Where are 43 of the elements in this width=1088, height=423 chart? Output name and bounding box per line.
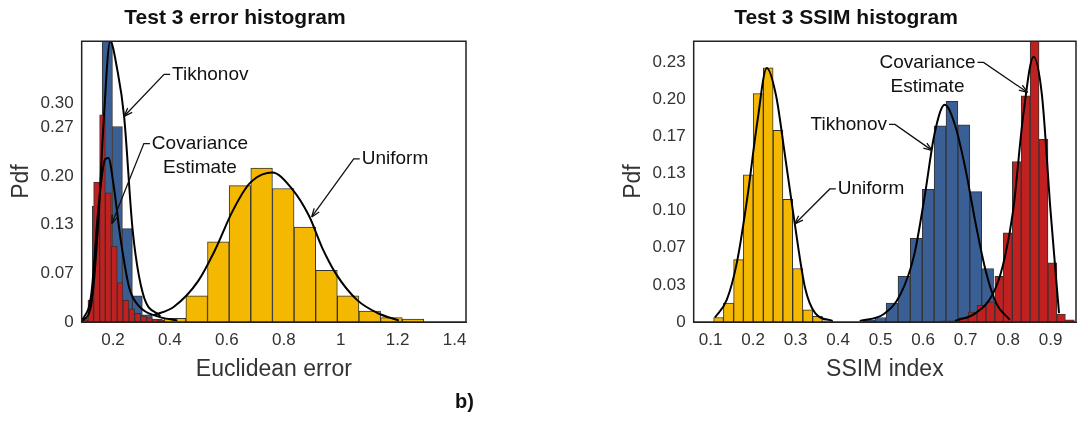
x-tick-label: 0.2 [101,329,125,349]
x-tick-label: 0.6 [215,329,239,349]
x-tick-label: 0.4 [826,329,850,349]
x-tick-label: 0.4 [158,329,182,349]
x-tick-label: 0.8 [996,329,1020,349]
chart-title: Test 3 SSIM histogram [734,5,958,29]
annotation: Tikhonov [172,62,249,84]
y-tick-label: 0.13 [40,214,74,234]
text: b) [455,389,474,412]
annotation: Covariance Estimate [879,50,976,96]
annotation: Uniform [361,147,429,169]
y-tick-label: 0.03 [652,274,686,294]
x-tick-label: 0.5 [868,329,893,349]
x-tick-label: 1.2 [385,329,410,349]
y-tick-label: 0.10 [652,200,686,220]
annotation: Uniform [837,177,905,199]
y-axis-title: Pdf [7,163,34,199]
y-tick-label: 0.30 [40,92,74,112]
x-tick-label: 0.6 [911,329,935,349]
x-tick-label: 1.4 [442,329,467,349]
x-tick-label: 1 [336,329,346,349]
y-tick-label: 0.13 [652,163,686,183]
annotation: Covariance Estimate [151,131,248,177]
x-tick-label: 0.1 [698,329,723,349]
y-tick-label: 0 [64,311,74,331]
x-tick-label: 0.9 [1038,329,1063,349]
x-tick-label: 0.7 [953,329,978,349]
y-tick-label: 0 [676,311,686,331]
y-tick-label: 0.20 [652,88,686,108]
y-tick-label: 0.17 [652,125,686,145]
x-tick-label: 0.3 [783,329,808,349]
x-axis-title: Euclidean error [195,354,353,381]
x-axis-title: SSIM index [826,354,945,381]
y-tick-label: 0.23 [652,51,686,71]
y-tick-label: 0.20 [40,165,74,185]
y-axis-title: Pdf [619,163,646,199]
annotation: Tikhonov [810,112,888,134]
y-tick-label: 0.07 [40,263,74,283]
chart-title: Test 3 error histogram [124,5,346,29]
y-tick-label: 0.27 [40,117,74,137]
x-tick-label: 0.2 [741,329,765,349]
x-tick-label: 0.8 [271,329,296,349]
y-tick-label: 0.07 [652,237,686,257]
